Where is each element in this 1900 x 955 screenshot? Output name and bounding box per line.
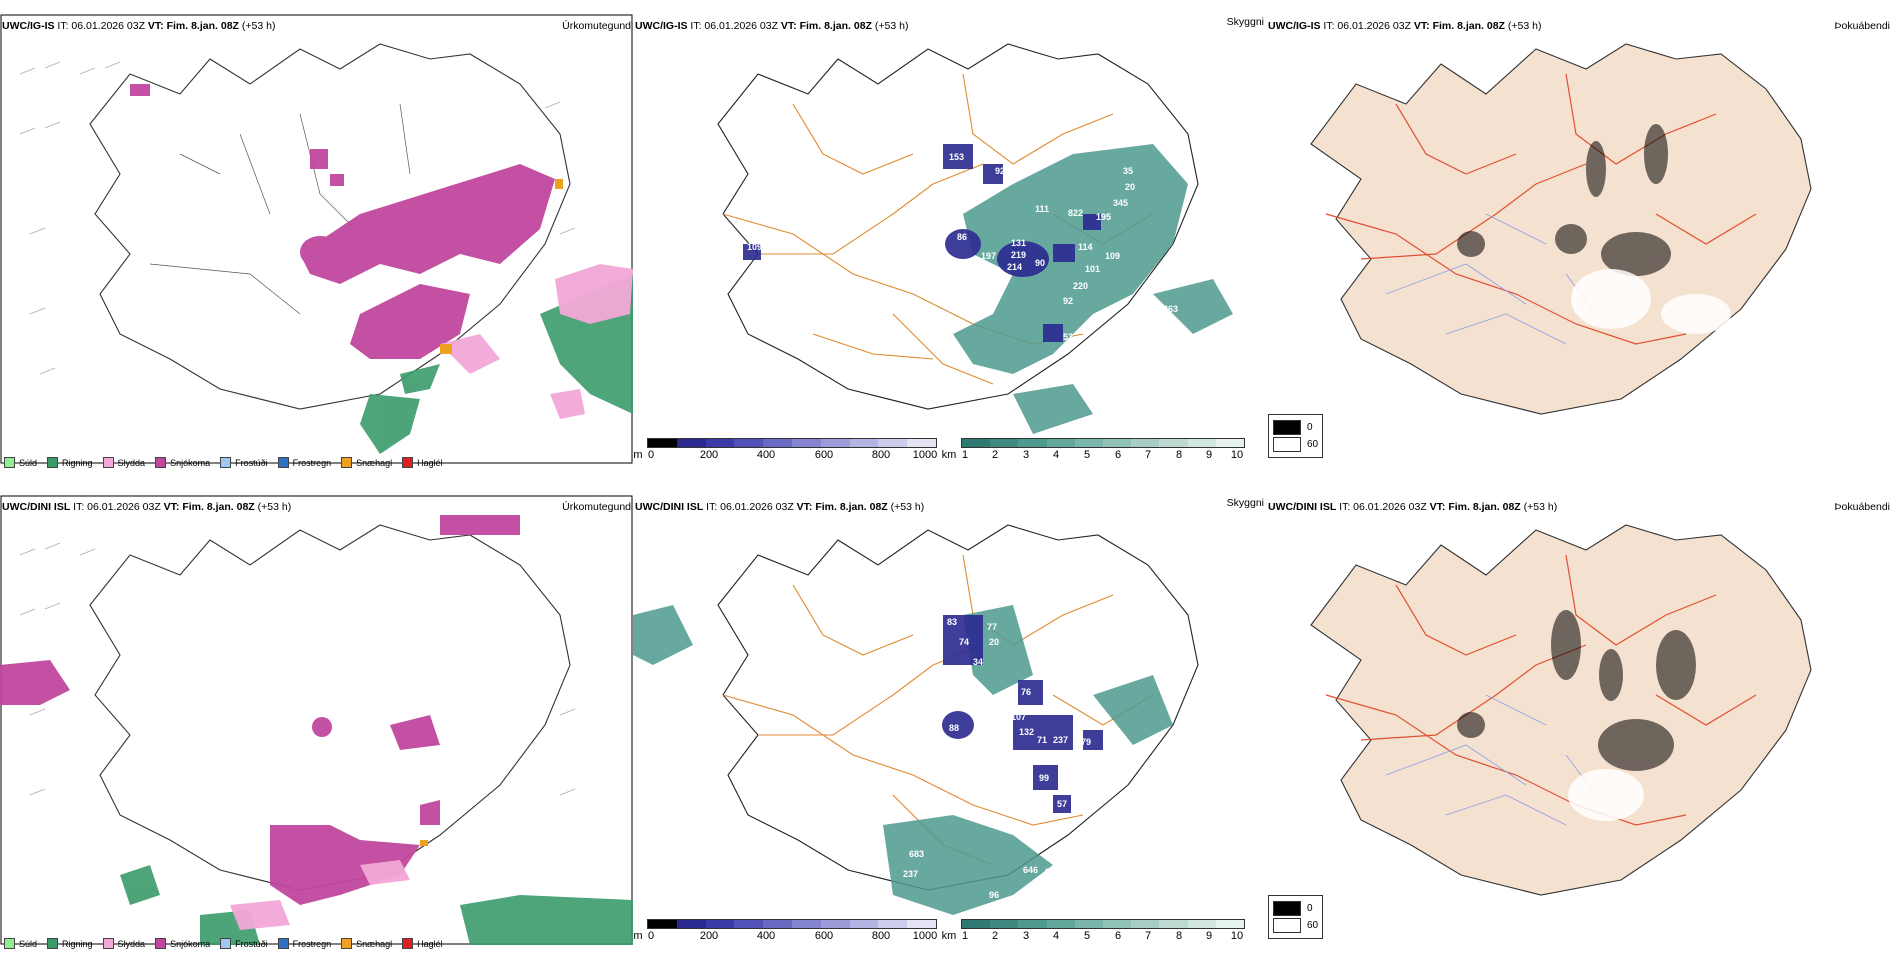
ceiling-label: 74	[959, 637, 969, 647]
ceiling-label: 109	[1105, 251, 1120, 261]
ceiling-label: 99	[1039, 773, 1049, 783]
iceland-outline	[717, 524, 1199, 891]
legend-swatch	[155, 938, 167, 949]
panel-title: Þokuábendi	[1834, 501, 1890, 513]
panel-title: Skyggni	[1226, 497, 1264, 509]
cloud-legend-top: 0 60	[1268, 414, 1324, 458]
ceiling-scale: m 0 200 400 600 800 1000	[633, 919, 937, 943]
ceiling-label: 90	[1035, 258, 1045, 268]
panel-title: Úrkomutegund	[562, 501, 631, 513]
ceiling-label: 153	[949, 152, 964, 162]
cloud-legend-bottom: 0 60	[1268, 895, 1324, 939]
legend-swatch	[155, 457, 167, 468]
ceiling-label: 86	[957, 232, 967, 242]
ceiling-label: 95	[973, 151, 983, 161]
ceiling-label: 95	[1001, 740, 1011, 750]
legend-swatch	[4, 457, 15, 468]
precip-legend: Súld Rigning Slydda Snjókoma Frostúði Fr…	[4, 457, 443, 468]
ceiling-label: 646	[1023, 865, 1038, 875]
ceiling-label: 214	[1007, 262, 1022, 272]
ceiling-label: 822	[1068, 208, 1083, 218]
legend-swatch	[402, 457, 414, 468]
ceiling-label: 111	[1035, 204, 1049, 214]
legend-swatch	[102, 457, 114, 468]
ceiling-label: 165	[953, 178, 968, 188]
precip-legend: Súld Rigning Slydda Snjókoma Frostúði Fr…	[4, 938, 443, 949]
ceiling-label: 78	[1008, 168, 1018, 178]
ceiling-label: 20	[989, 637, 999, 647]
ceiling-label: 107	[1011, 712, 1026, 722]
ceiling-label: 88	[949, 723, 959, 733]
panel-title: Þokuábendi	[1834, 20, 1890, 32]
iceland-outline	[89, 524, 571, 891]
ceiling-label: 76	[1021, 687, 1031, 697]
fog-indicator-map-bottom: UWC/DINI ISL IT: 06.01.2026 03Z VT: Fim.…	[1266, 495, 1900, 955]
ceiling-label: 197	[981, 251, 996, 261]
panel-header: UWC/IG-IS IT: 06.01.2026 03Z VT: Fim. 8.…	[1268, 20, 1542, 32]
ceiling-label: 220	[1073, 281, 1088, 291]
precip-type-map-bottom: UWC/DINI ISL IT: 06.01.2026 03Z VT: Fim.…	[0, 495, 633, 955]
ceiling-label: 34	[973, 657, 983, 667]
ceiling-label: 71	[1037, 735, 1047, 745]
ceiling-label: 83	[947, 617, 957, 627]
ceiling-label: 57	[1057, 799, 1067, 809]
ceiling-label: 683	[909, 849, 924, 859]
ceiling-label: 114	[1078, 242, 1093, 252]
panel-header: UWC/DINI ISL IT: 06.01.2026 03Z VT: Fim.…	[1268, 501, 1558, 513]
ceiling-label: 141	[1188, 358, 1203, 368]
ceiling-label: 237	[903, 869, 918, 879]
legend-swatch	[341, 938, 353, 949]
visibility-scale: km 1 2 3 4 5 6 7 8 9 10	[942, 919, 1245, 943]
ceiling-label: 92	[995, 166, 1005, 176]
ceiling-label: 92	[1063, 296, 1073, 306]
ceiling-label: 391	[1079, 860, 1094, 870]
panel-title: Skyggni	[1226, 16, 1264, 28]
legend-swatch	[102, 938, 114, 949]
ceiling-label: 237	[1053, 735, 1068, 745]
panel-header: UWC/IG-IS IT: 06.01.2026 03Z VT: Fim. 8.…	[2, 20, 276, 32]
ceiling-label: 252	[1126, 350, 1141, 360]
ceiling-scale: m 0 200 400 600 800 1000	[633, 438, 937, 462]
ceiling-label: 79	[1081, 737, 1091, 747]
ceiling-label: 943	[1045, 867, 1060, 877]
ceiling-label: 132	[1019, 727, 1034, 737]
panel-header: UWC/DINI ISL IT: 06.01.2026 03Z VT: Fim.…	[635, 501, 925, 513]
legend-swatch	[402, 938, 414, 949]
ceiling-label: 364	[1163, 318, 1178, 328]
fog-indicator-map-top: UWC/IG-IS IT: 06.01.2026 03Z VT: Fim. 8.…	[1266, 14, 1900, 474]
ceiling-visibility-map-bottom: 83 77 74 20 34 76 88 107 132 95 71 237 7…	[633, 495, 1266, 955]
ceiling-label: 35	[1123, 166, 1133, 176]
ceiling-label: 263	[1163, 304, 1178, 314]
ceiling-label: 345	[1113, 198, 1128, 208]
precip-type-map-top: UWC/IG-IS IT: 06.01.2026 03Z VT: Fim. 8.…	[0, 14, 633, 474]
ceiling-label: 109	[747, 242, 762, 252]
panel-header: UWC/DINI ISL IT: 06.01.2026 03Z VT: Fim.…	[2, 501, 292, 513]
legend-swatch	[277, 457, 289, 468]
legend-swatch	[220, 938, 232, 949]
ceiling-label: 131	[1011, 238, 1026, 248]
ceiling-label: 20	[1125, 182, 1135, 192]
legend-swatch	[341, 457, 353, 468]
ceiling-label: 101	[1085, 264, 1100, 274]
ceiling-label: 939	[1163, 361, 1178, 371]
legend-swatch	[277, 938, 289, 949]
ceiling-label: 53	[1063, 332, 1073, 342]
panel-title: Úrkomutegund	[562, 20, 631, 32]
ceiling-label: 96	[989, 890, 999, 900]
visibility-scale: km 1 2 3 4 5 6 7 8 9 10	[942, 438, 1245, 462]
legend-swatch	[4, 938, 15, 949]
panel-header: UWC/IG-IS IT: 06.01.2026 03Z VT: Fim. 8.…	[635, 20, 909, 32]
ceiling-label: 195	[1096, 212, 1111, 222]
legend-swatch	[47, 457, 59, 468]
legend-swatch	[47, 938, 59, 949]
legend-swatch	[220, 457, 232, 468]
ceiling-label: 77	[987, 622, 997, 632]
ceiling-visibility-map-top: 153 95 92 78 165 111 822 35 20 345 195 8…	[633, 14, 1266, 474]
iceland-outline	[1310, 524, 1812, 896]
ceiling-label: 219	[1011, 250, 1026, 260]
